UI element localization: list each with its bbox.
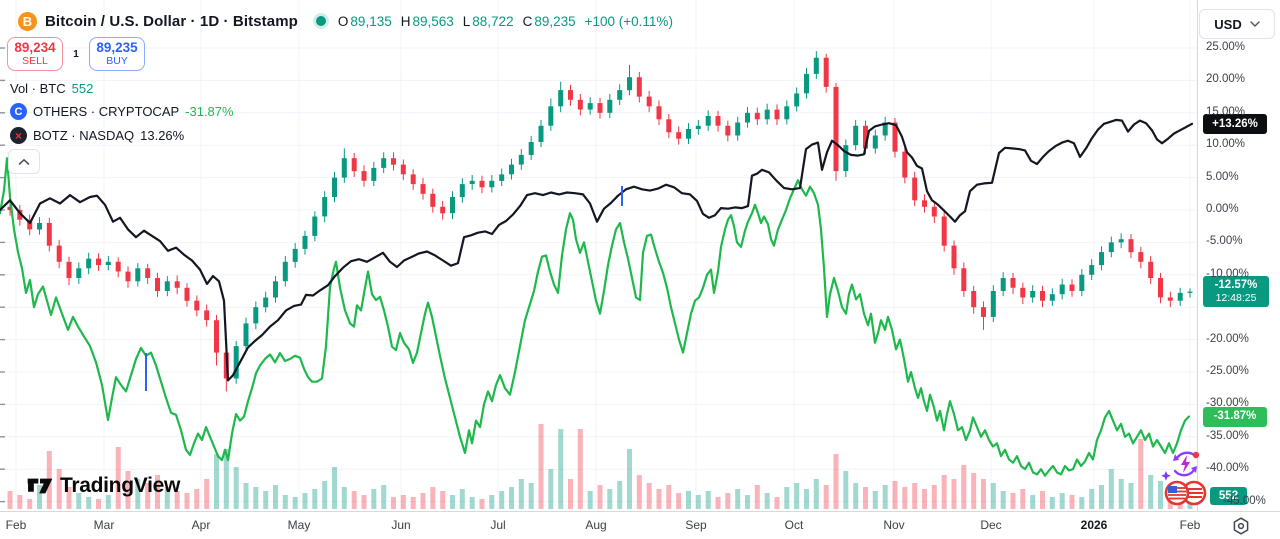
- price-scale-label: -30.00%: [1206, 397, 1249, 410]
- price-scale-label: 10.00%: [1206, 138, 1246, 151]
- buy-label: BUY: [106, 54, 128, 67]
- spread-value: 1: [73, 48, 79, 60]
- btc-candlestick-series: [7, 51, 1193, 392]
- buy-button[interactable]: 89,235 BUY: [89, 37, 145, 71]
- collapse-legend-button[interactable]: [8, 149, 40, 174]
- volume-bars-series: [7, 424, 1193, 509]
- time-scale-label: Sep: [685, 518, 707, 532]
- time-scale-label: Dec: [980, 518, 1002, 532]
- time-scale-label: Mar: [93, 518, 115, 532]
- gridlines: [0, 0, 1197, 510]
- volume-value: 552: [71, 81, 94, 96]
- tradingview-wordmark: TradingView: [60, 474, 181, 497]
- symbol-legend[interactable]: B Bitcoin / U.S. Dollar · 1D · Bitstamp …: [18, 9, 673, 33]
- time-scale-label: 2026: [1080, 518, 1108, 532]
- low-value: 88,722: [472, 13, 514, 29]
- currency-toggle-button[interactable]: USD: [1199, 9, 1275, 39]
- sell-label: SELL: [22, 54, 48, 67]
- streaming-events-icon[interactable]: [1161, 451, 1200, 481]
- time-scale-label: Feb: [1179, 518, 1201, 532]
- volume-legend[interactable]: Vol · BTC 552: [10, 81, 93, 96]
- time-scale-label: Apr: [191, 518, 211, 532]
- time-scale-label: Jun: [391, 518, 411, 532]
- time-scale-label: Nov: [883, 518, 905, 532]
- tradingview-logo[interactable]: TradingView: [26, 474, 180, 498]
- others-cryptocap-legend[interactable]: C OTHERS · CRYPTOCAP -31.87%: [10, 103, 234, 120]
- price-scale-label: 0.00%: [1206, 203, 1239, 215]
- high-value: 89,563: [412, 13, 454, 29]
- btc-last-price-badge: -12.57% 12:48:25: [1203, 275, 1269, 307]
- time-scale-label: Feb: [5, 518, 27, 532]
- sell-price: 89,234: [14, 39, 56, 55]
- price-scale-label: -45.00%: [1223, 494, 1266, 507]
- botz-price-badge: +13.26%: [1203, 114, 1267, 135]
- price-scale-label: -35.00%: [1206, 429, 1249, 442]
- botz-label: BOTZ · NASDAQ: [33, 128, 135, 143]
- tradingview-mark-icon: [27, 478, 53, 494]
- market-status-icon[interactable]: [315, 16, 326, 26]
- price-scale-label: -20.00%: [1206, 332, 1249, 345]
- nasdaq-icon: ×: [10, 127, 27, 144]
- time-scale-label: May: [287, 518, 311, 532]
- cryptocap-icon: C: [10, 103, 27, 120]
- others-label: OTHERS · CRYPTOCAP: [33, 104, 180, 119]
- price-scale-label: 25.00%: [1206, 41, 1246, 53]
- currency-label: USD: [1214, 16, 1242, 32]
- sell-button[interactable]: 89,234 SELL: [7, 37, 63, 71]
- price-scale-label: 5.00%: [1206, 170, 1239, 183]
- botz-line-series: [0, 118, 1194, 382]
- chevron-down-icon: [1250, 21, 1260, 27]
- volume-label: Vol · BTC: [10, 81, 66, 96]
- bar-countdown: 12:48:25: [1215, 292, 1257, 305]
- price-scale-label: 20.00%: [1206, 73, 1246, 86]
- others-line-series: [0, 157, 1191, 477]
- change-value: +100 (+0.11%): [584, 13, 673, 29]
- price-scale-label: 15.00%: [1206, 105, 1246, 118]
- price-scale-label: -40.00%: [1206, 462, 1249, 475]
- low-label: L: [462, 13, 471, 29]
- price-scale-label: -25.00%: [1206, 365, 1249, 377]
- time-scale-label: Aug: [585, 518, 607, 532]
- ohlc-values: O 89,135 H 89,563 L 88,722 C 89,235 +100 (+0…: [338, 14, 673, 29]
- price-scale-label: -5.00%: [1206, 235, 1243, 248]
- botz-value: 13.26%: [140, 128, 185, 143]
- others-value: -31.87%: [185, 104, 234, 119]
- open-label: O: [337, 13, 349, 29]
- high-label: H: [400, 13, 411, 29]
- time-scale-settings-icon[interactable]: [1231, 516, 1251, 536]
- economic-event-flag-icons[interactable]: [1164, 480, 1207, 506]
- price-scale[interactable]: +13.26% -12.57% 12:48:25 -31.87% 552 25.…: [1197, 0, 1280, 511]
- time-scale[interactable]: Feb Mar Apr May Jun Jul Aug Sep Oct Nov Dec 2026 Feb: [0, 511, 1280, 539]
- chevron-up-icon: [18, 158, 30, 165]
- close-value: 89,235: [534, 13, 576, 29]
- price-scale-label: -10.00%: [1206, 267, 1249, 280]
- open-value: 89,135: [350, 13, 392, 29]
- time-scale-label: Oct: [784, 518, 804, 532]
- botz-nasdaq-legend[interactable]: × BOTZ · NASDAQ 13.26%: [10, 127, 184, 144]
- volume-value-badge: 552: [1210, 487, 1247, 505]
- buy-price: 89,235: [96, 39, 138, 55]
- time-scale-label: Jul: [490, 518, 506, 532]
- symbol-title: Bitcoin / U.S. Dollar · 1D · Bitstamp: [45, 12, 298, 30]
- trade-buttons: 89,234 SELL 1 89,235 BUY: [7, 37, 145, 71]
- events-cluster: [1157, 449, 1217, 509]
- others-price-badge: -31.87%: [1203, 406, 1267, 427]
- close-label: C: [522, 13, 533, 29]
- bitcoin-icon: B: [18, 11, 37, 31]
